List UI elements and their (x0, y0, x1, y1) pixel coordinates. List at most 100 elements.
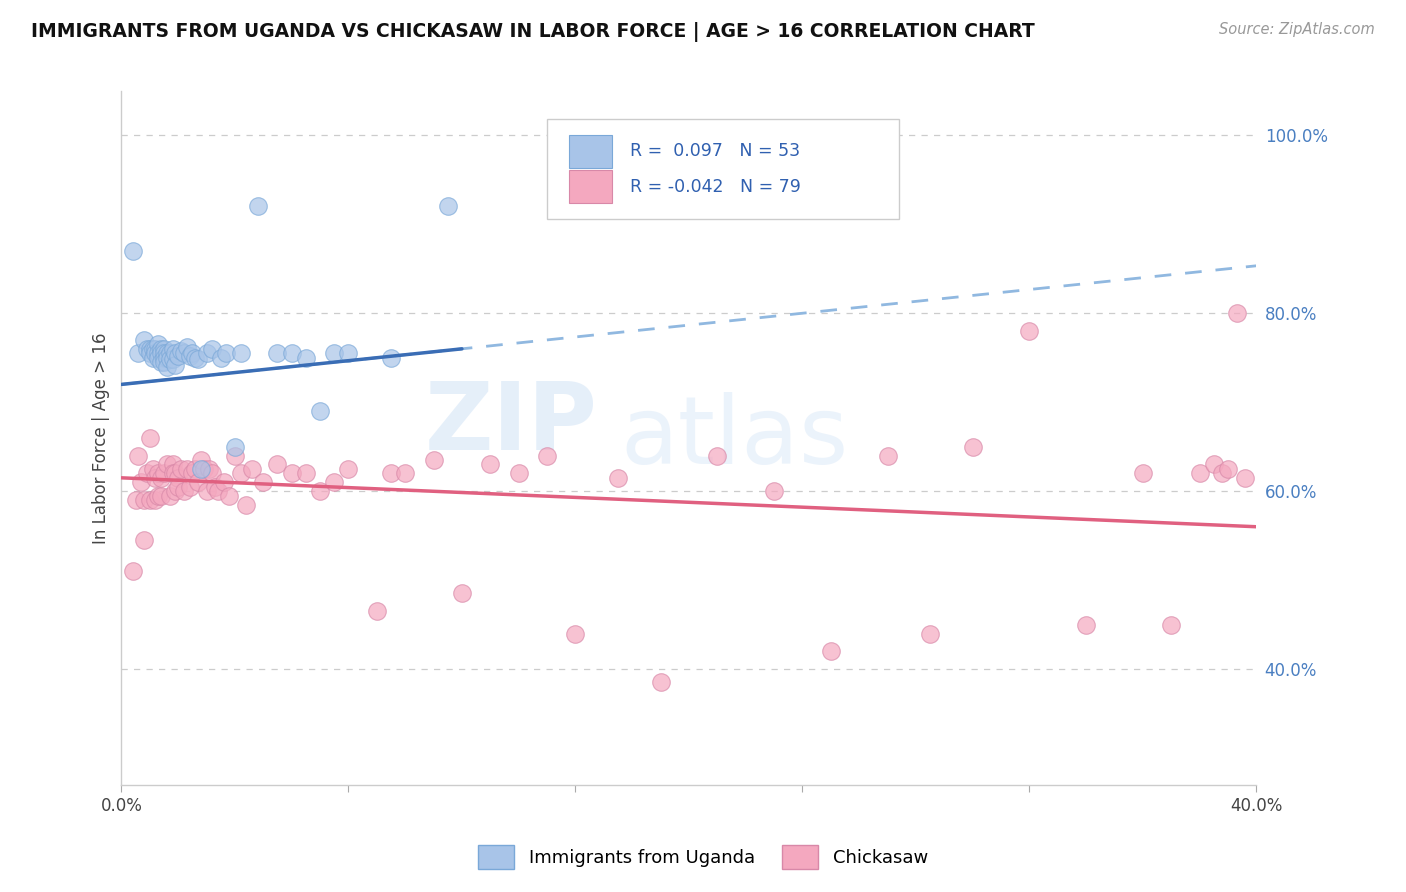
Point (209, 351, 232, 365)
Point (165, 484, 187, 499)
Point (190, 453, 212, 467)
Point (224, 440, 246, 454)
Point (323, 475, 346, 490)
Point (607, 471, 630, 485)
Point (184, 462, 207, 476)
Point (159, 352, 181, 367)
Point (165, 467, 187, 481)
Point (162, 467, 184, 481)
Point (153, 342, 176, 356)
Point (201, 467, 224, 481)
Point (198, 462, 221, 476)
Point (266, 346, 288, 360)
Point (229, 467, 252, 481)
Point (436, 199, 458, 213)
Legend: Immigrants from Uganda, Chickasaw: Immigrants from Uganda, Chickasaw (471, 838, 935, 876)
Point (1132, 467, 1154, 481)
Point (876, 449, 898, 463)
Point (337, 462, 360, 476)
Point (366, 604, 388, 618)
Point (309, 484, 332, 499)
Point (145, 493, 167, 508)
Text: R = -0.042   N = 79: R = -0.042 N = 79 (630, 178, 801, 195)
Point (394, 467, 416, 481)
Point (246, 199, 269, 213)
Point (536, 449, 558, 463)
Point (176, 462, 198, 476)
Point (479, 458, 502, 472)
Point (820, 644, 842, 658)
Point (145, 342, 167, 356)
Point (190, 462, 212, 476)
Point (153, 351, 176, 365)
Point (129, 475, 152, 490)
Point (1211, 467, 1233, 481)
Bar (568, 170, 612, 203)
Point (121, 244, 143, 258)
Point (173, 346, 195, 360)
Point (195, 346, 218, 360)
Point (153, 355, 176, 369)
Point (1076, 617, 1098, 632)
Point (156, 351, 179, 365)
Point (295, 467, 318, 481)
Point (380, 467, 402, 481)
Point (195, 484, 218, 499)
Point (193, 462, 215, 476)
Point (650, 675, 672, 690)
Point (150, 471, 173, 485)
Point (176, 340, 198, 354)
Point (139, 342, 162, 356)
Text: R =  0.097   N = 53: R = 0.097 N = 53 (630, 142, 800, 161)
Point (179, 480, 201, 494)
Point (159, 489, 181, 503)
Point (142, 351, 165, 365)
Point (159, 346, 181, 360)
Point (181, 467, 204, 481)
Text: atlas: atlas (621, 392, 849, 483)
Point (145, 346, 167, 360)
Point (1188, 467, 1211, 481)
Point (295, 351, 318, 365)
Point (170, 343, 193, 358)
Point (240, 462, 263, 476)
Point (165, 358, 187, 372)
Point (201, 342, 224, 356)
Point (280, 467, 302, 481)
Point (142, 342, 165, 356)
Point (150, 346, 173, 360)
Point (266, 458, 288, 472)
Point (145, 471, 167, 485)
Point (148, 346, 170, 360)
Point (422, 453, 444, 467)
Point (167, 480, 190, 494)
Text: IMMIGRANTS FROM UGANDA VS CHICKASAW IN LABOR FORCE | AGE > 16 CORRELATION CHART: IMMIGRANTS FROM UGANDA VS CHICKASAW IN L… (31, 22, 1035, 42)
Point (162, 352, 184, 367)
Point (150, 489, 173, 503)
Point (184, 351, 207, 365)
Point (564, 626, 586, 640)
Point (1216, 462, 1239, 476)
Point (142, 462, 165, 476)
Point (148, 467, 170, 481)
Point (1160, 617, 1182, 632)
Point (1202, 458, 1225, 472)
Point (309, 404, 332, 418)
Point (156, 458, 179, 472)
Point (162, 342, 184, 356)
Point (920, 626, 942, 640)
Y-axis label: In Labor Force | Age > 16: In Labor Force | Age > 16 (93, 332, 110, 543)
Point (136, 342, 159, 356)
Point (136, 467, 159, 481)
Text: ZIP: ZIP (425, 378, 598, 470)
FancyBboxPatch shape (547, 119, 898, 219)
Point (148, 351, 170, 365)
Point (134, 493, 156, 508)
Text: Source: ZipAtlas.com: Source: ZipAtlas.com (1219, 22, 1375, 37)
Point (508, 467, 530, 481)
Point (962, 440, 984, 454)
Point (187, 475, 209, 490)
Point (134, 333, 156, 347)
Point (763, 484, 786, 499)
Point (127, 449, 149, 463)
